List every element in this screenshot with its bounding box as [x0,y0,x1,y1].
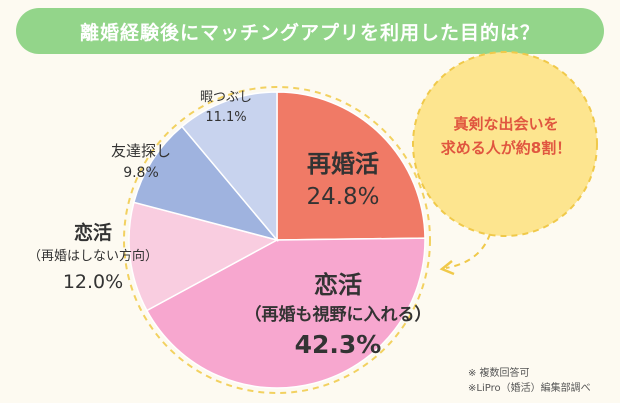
footnotes: ※ 複数回答可 ※LiPro（婚活）編集部調べ [468,366,591,396]
slice-sub: （再婚はしない方向） [27,249,158,264]
slice-value: 11.1% [205,110,247,125]
slice-label-killing-time: 暇つぶし 11.1% [186,88,266,128]
outline-dashed-circle [123,86,431,394]
slice-name: 恋活 [73,222,112,244]
pie-slices [128,91,426,389]
slice-value: 42.3% [294,330,382,359]
slice-friends [132,125,280,242]
callout-circle [412,51,598,237]
slice-romance-no-remarriage [128,201,280,312]
title-bar: 離婚経験後にマッチングアプリを利用した目的は？ [16,8,604,54]
slice-name: 恋活 [314,271,362,299]
slice-label-friends: 友達探し 9.8% [96,140,186,184]
slice-value: 12.0% [62,271,124,293]
callout-text: 真剣な出会いを 求める人が約8割！ [424,112,588,160]
slice-killing-time [180,91,278,243]
callout-line-2: 求める人が約8割！ [440,139,572,157]
slice-name: 再婚活 [307,150,379,178]
slice-label-remarriage: 再婚活 24.8% [292,148,394,214]
callout-arrow-head-icon [439,260,455,276]
callout-line-1: 真剣な出会いを [453,115,559,133]
slice-romance-remarriage [145,237,426,389]
slice-label-romance-no-remarriage: 恋活 （再婚はしない方向） 12.0% [12,220,174,296]
callout-bubble [412,51,598,276]
slice-name: 友達探し [110,142,171,160]
slice-remarriage [276,91,426,241]
slice-name: 暇つぶし [199,90,252,105]
slice-label-romance-remarriage: 恋活 （再婚も視野に入れる） 42.3% [226,268,450,362]
callout-arrow-line [445,233,491,269]
footnote-multiple-answers: ※ 複数回答可 [468,368,530,379]
page-title: 離婚経験後にマッチングアプリを利用した目的は？ [79,21,540,44]
slice-sub: （再婚も視野に入れる） [244,305,432,325]
footnote-source: ※LiPro（婚活）編集部調べ [468,383,591,394]
slice-value: 9.8% [123,165,159,181]
slice-value: 24.8% [306,184,380,210]
